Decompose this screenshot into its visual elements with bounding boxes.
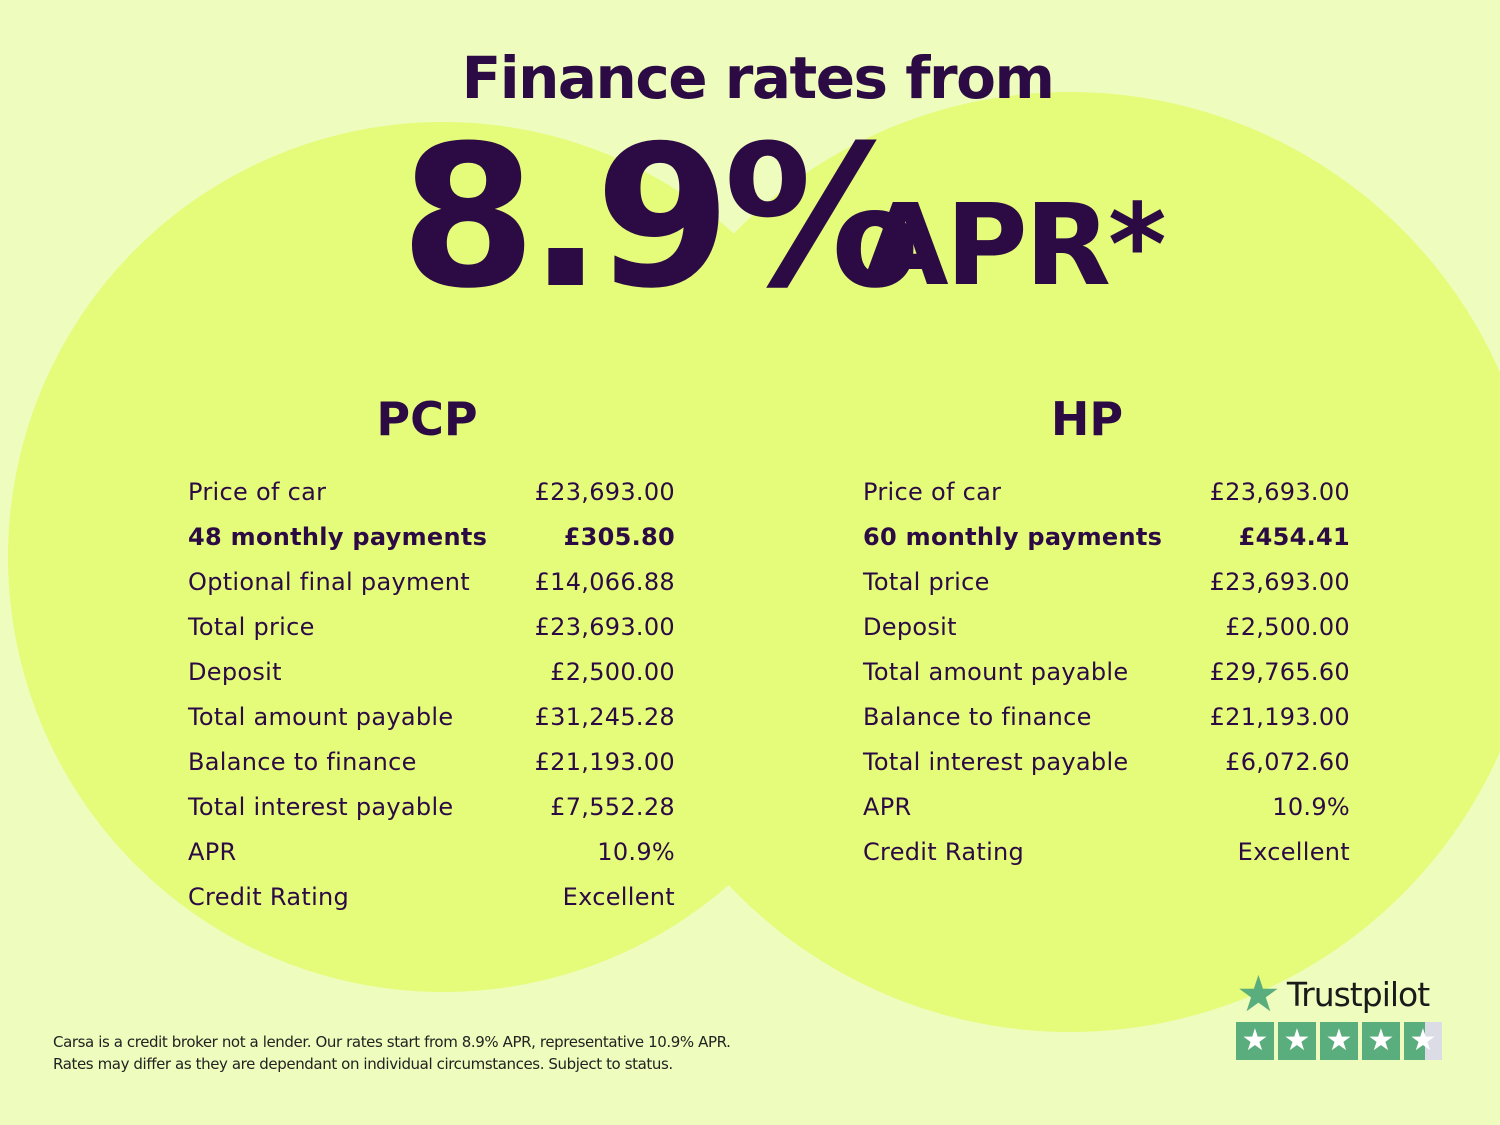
pcp-title: PCP xyxy=(376,392,478,446)
row-value: £2,500.00 xyxy=(1225,613,1350,641)
row-label: Price of car xyxy=(188,478,327,506)
hp-row: Balance to finance £21,193.00 xyxy=(863,699,1350,744)
row-value: £454.41 xyxy=(1238,523,1350,551)
row-label: Total interest payable xyxy=(188,793,454,821)
row-label: Total amount payable xyxy=(863,658,1129,686)
headline-title: Finance rates from xyxy=(461,44,1055,112)
row-value: £2,500.00 xyxy=(550,658,675,686)
headline-apr: APR* xyxy=(862,181,1167,311)
pcp-row: APR 10.9% xyxy=(188,834,675,879)
hp-title: HP xyxy=(1050,392,1124,446)
pcp-row: Total interest payable £7,552.28 xyxy=(188,789,675,834)
row-value: £21,193.00 xyxy=(534,748,675,776)
headline-rate: 8.9% xyxy=(400,104,920,332)
row-label: APR xyxy=(188,838,237,866)
hp-row: Total interest payable £6,072.60 xyxy=(863,744,1350,789)
disclaimer-line-2: Rates may differ as they are dependant o… xyxy=(53,1055,673,1073)
row-value: £29,765.60 xyxy=(1209,658,1350,686)
pcp-row: Deposit £2,500.00 xyxy=(188,654,675,699)
row-label: Total amount payable xyxy=(188,703,454,731)
row-label: Credit Rating xyxy=(863,838,1025,866)
hp-table: Price of car £23,693.00 60 monthly payment… xyxy=(863,474,1350,879)
pcp-table: Price of car £23,693.00 48 monthly payment… xyxy=(188,474,675,924)
rating-star-icon: ★ xyxy=(1320,1022,1358,1060)
trustpilot-name: Trustpilot xyxy=(1286,974,1430,1014)
rating-star-icon: ★ xyxy=(1236,1022,1274,1060)
row-label: Total interest payable xyxy=(863,748,1129,776)
pcp-row: 48 monthly payments £305.80 xyxy=(188,519,675,564)
pcp-row: Price of car £23,693.00 xyxy=(188,474,675,519)
row-label: Balance to finance xyxy=(863,703,1092,731)
hp-row: 60 monthly payments £454.41 xyxy=(863,519,1350,564)
row-label: 48 monthly payments xyxy=(188,523,488,551)
row-value: £6,072.60 xyxy=(1225,748,1350,776)
pcp-row: Balance to finance £21,193.00 xyxy=(188,744,675,789)
row-label: Price of car xyxy=(863,478,1002,506)
row-label: 60 monthly payments xyxy=(863,523,1163,551)
row-value: £23,693.00 xyxy=(1209,568,1350,596)
trustpilot-rating: ★ ★ ★ ★ ★ xyxy=(1236,1022,1442,1060)
pcp-row: Credit Rating Excellent xyxy=(188,879,675,924)
row-label: Deposit xyxy=(188,658,282,686)
row-value: £23,693.00 xyxy=(1209,478,1350,506)
row-value: £23,693.00 xyxy=(534,613,675,641)
row-label: Credit Rating xyxy=(188,883,350,911)
row-value: Excellent xyxy=(1237,838,1350,866)
row-value: £23,693.00 xyxy=(534,478,675,506)
pcp-row: Optional final payment £14,066.88 xyxy=(188,564,675,609)
rating-star-icon: ★ xyxy=(1362,1022,1400,1060)
row-value: £7,552.28 xyxy=(550,793,675,821)
pcp-row: Total price £23,693.00 xyxy=(188,609,675,654)
row-value: £305.80 xyxy=(563,523,675,551)
hp-row: Deposit £2,500.00 xyxy=(863,609,1350,654)
row-value: 10.9% xyxy=(597,838,675,866)
hp-row: Credit Rating Excellent xyxy=(863,834,1350,879)
row-value: 10.9% xyxy=(1272,793,1350,821)
row-value: £21,193.00 xyxy=(1209,703,1350,731)
hp-row: Total price £23,693.00 xyxy=(863,564,1350,609)
row-value: £31,245.28 xyxy=(534,703,675,731)
row-label: Balance to finance xyxy=(188,748,417,776)
row-label: Deposit xyxy=(863,613,957,641)
disclaimer-line-1: Carsa is a credit broker not a lender. O… xyxy=(53,1033,731,1051)
row-label: APR xyxy=(863,793,912,821)
trustpilot-star-icon: ★ xyxy=(1236,965,1281,1023)
trustpilot-badge[interactable]: ★ Trustpilot ★ ★ ★ ★ ★ xyxy=(1236,965,1442,1060)
hp-row: APR 10.9% xyxy=(863,789,1350,834)
rating-star-icon: ★ xyxy=(1278,1022,1316,1060)
hp-row: Total amount payable £29,765.60 xyxy=(863,654,1350,699)
row-label: Total price xyxy=(188,613,315,641)
row-label: Total price xyxy=(863,568,990,596)
row-value: £14,066.88 xyxy=(534,568,675,596)
disclaimer: Carsa is a credit broker not a lender. O… xyxy=(53,1031,731,1075)
row-value: Excellent xyxy=(562,883,675,911)
hp-row: Price of car £23,693.00 xyxy=(863,474,1350,519)
rating-star-icon: ★ xyxy=(1404,1022,1442,1060)
pcp-row: Total amount payable £31,245.28 xyxy=(188,699,675,744)
row-label: Optional final payment xyxy=(188,568,470,596)
background-circle-right xyxy=(600,92,1500,1032)
